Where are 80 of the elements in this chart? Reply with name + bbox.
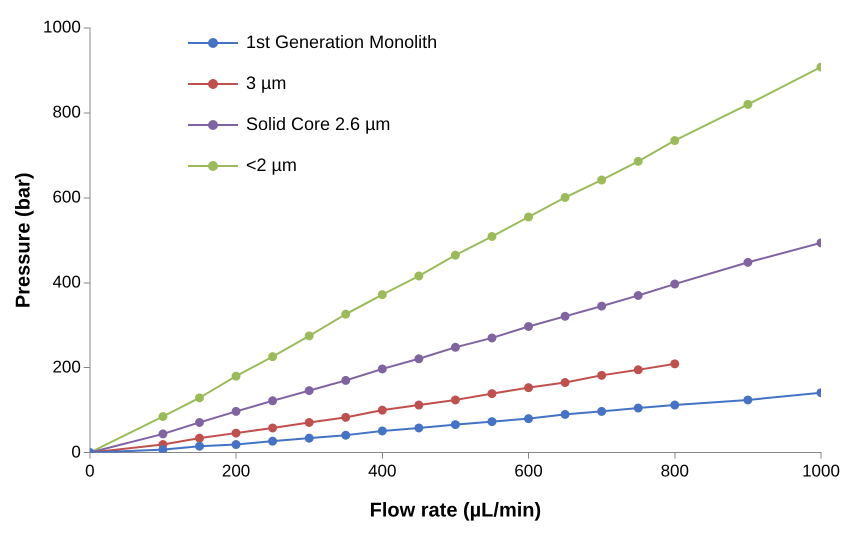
- point: [743, 100, 752, 109]
- point: [487, 232, 496, 241]
- point: [524, 322, 534, 331]
- point: [524, 212, 534, 222]
- point: [524, 383, 534, 392]
- point: [232, 406, 241, 416]
- point: [378, 406, 387, 415]
- point: [341, 376, 350, 385]
- point: [414, 423, 424, 432]
- point: [158, 445, 168, 453]
- point: [450, 342, 460, 352]
- point: [597, 370, 606, 380]
- point: [378, 426, 387, 436]
- point: [560, 378, 570, 388]
- point: [304, 331, 314, 340]
- point: [670, 136, 680, 146]
- point: [487, 417, 496, 426]
- point: [560, 192, 570, 202]
- point: [158, 429, 168, 438]
- y-tick-label: 0: [71, 442, 81, 462]
- point: [304, 418, 314, 427]
- point: [341, 412, 350, 422]
- legend-label: Solid Core 2.6 µm: [246, 114, 390, 135]
- point: [634, 291, 643, 300]
- point: [560, 410, 570, 419]
- point: [634, 365, 643, 374]
- point: [378, 290, 387, 300]
- point: [597, 176, 606, 185]
- legend-label: 3 µm: [246, 73, 286, 94]
- point: [341, 430, 350, 440]
- point: [232, 440, 241, 450]
- point: [450, 395, 460, 404]
- y-tick-label: 800: [52, 102, 81, 122]
- x-tick-label: 400: [368, 461, 396, 480]
- point: [414, 354, 424, 364]
- point: [450, 250, 460, 260]
- point: [194, 442, 204, 451]
- y-tick-label: 1000: [42, 18, 81, 37]
- point: [450, 420, 460, 430]
- y-tick-label: 600: [52, 188, 81, 207]
- point: [597, 302, 606, 311]
- x-tick-label: 800: [660, 461, 689, 480]
- point: [268, 423, 278, 432]
- x-tick-label: 0: [85, 461, 95, 480]
- point: [268, 352, 278, 362]
- point: [487, 389, 496, 398]
- legend-label: 1st Generation Monolith: [246, 32, 438, 53]
- point: [634, 156, 643, 166]
- y-tick-label: 200: [52, 357, 81, 376]
- point: [304, 434, 314, 443]
- x-axis-title: Flow rate (µL/min): [370, 500, 542, 522]
- point: [268, 396, 278, 406]
- point: [597, 406, 606, 416]
- point: [158, 412, 168, 422]
- point: [232, 372, 241, 381]
- point: [634, 404, 643, 413]
- x-tick-label: 600: [514, 461, 543, 480]
- point: [524, 414, 534, 424]
- point: [560, 312, 570, 321]
- point: [341, 310, 350, 319]
- y-axis-title: Pressure (bar): [12, 172, 35, 308]
- point: [304, 386, 314, 396]
- point: [268, 436, 278, 446]
- point: [670, 400, 680, 410]
- point: [414, 400, 424, 410]
- point: [487, 333, 496, 342]
- y-tick-label: 400: [52, 272, 81, 292]
- point: [194, 393, 204, 402]
- x-tick-label: 200: [222, 461, 250, 480]
- point: [743, 258, 752, 267]
- x-tick-label: 1000: [802, 461, 840, 480]
- legend-label: <2 µm: [246, 155, 297, 176]
- point: [378, 364, 387, 374]
- point: [194, 434, 204, 443]
- point: [743, 395, 752, 404]
- point: [670, 359, 680, 368]
- point: [194, 418, 204, 427]
- point: [670, 280, 680, 289]
- point: [232, 428, 241, 438]
- point: [414, 271, 424, 280]
